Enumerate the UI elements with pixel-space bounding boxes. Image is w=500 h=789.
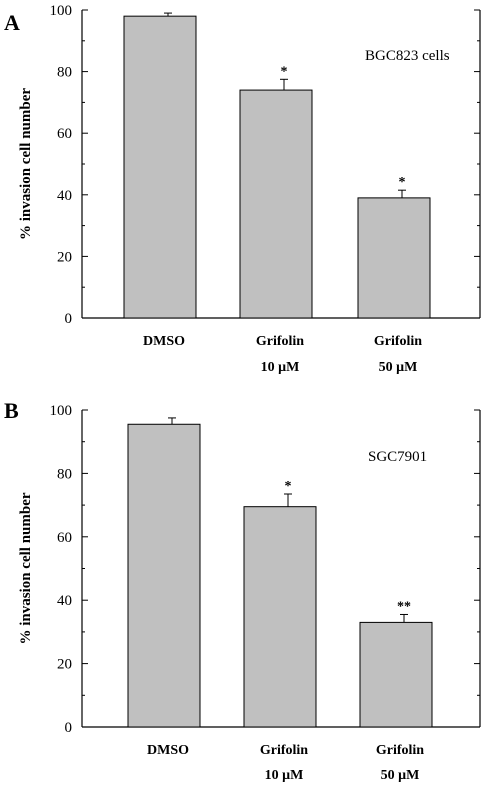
panel-b-bar xyxy=(359,621,433,728)
panel-a-y-tick-label: 100 xyxy=(50,3,73,19)
panel-b-y-tick-label: 0 xyxy=(65,720,73,736)
panel-b-category-label: Grifolin xyxy=(376,743,424,758)
panel-b-annotation: SGC7901 xyxy=(368,449,427,465)
panel-b-category-label: DMSO xyxy=(147,743,189,758)
panel-b-category-sublabel: 50 μM xyxy=(381,768,420,783)
panel-a-bar xyxy=(239,89,313,319)
panel-a-significance-marker: * xyxy=(281,64,288,79)
panel-b-y-tick-label: 20 xyxy=(57,657,72,673)
panel-b-bar xyxy=(127,423,201,728)
panel-a-category-label: DMSO xyxy=(143,334,185,349)
panel-b-significance-marker: * xyxy=(285,479,292,494)
panel-a-y-tick-label: 20 xyxy=(57,249,72,265)
panel-a-y-tick-label: 0 xyxy=(65,311,73,327)
panel-b-y-tick-label: 60 xyxy=(57,530,72,546)
panel-a-y-tick-label: 80 xyxy=(57,65,72,81)
panel-b-y-tick-label: 40 xyxy=(57,593,72,609)
panel-b-y-axis-label: % invasion cell number xyxy=(18,492,34,644)
panel-a-category-sublabel: 10 μM xyxy=(261,360,300,375)
panel-a-y-tick-label: 40 xyxy=(57,188,72,204)
panel-a-category-label: Grifolin xyxy=(374,334,422,349)
panel-b-letter: B xyxy=(4,398,19,423)
panel-b-category-label: Grifolin xyxy=(260,743,308,758)
panel-a-y-axis-label: % invasion cell number xyxy=(18,88,34,240)
panel-b-category-sublabel: 10 μM xyxy=(265,768,304,783)
panel-a-annotation: BGC823 cells xyxy=(365,48,450,64)
panel-b-bar xyxy=(243,506,317,728)
panel-a-bar xyxy=(123,15,197,319)
panel-a-y-tick-label: 60 xyxy=(57,126,72,142)
panel-b-y-tick-label: 100 xyxy=(50,403,73,419)
panel-b-y-tick-label: 80 xyxy=(57,466,72,482)
panel-a-category-sublabel: 50 μM xyxy=(379,360,418,375)
panel-a-significance-marker: * xyxy=(399,175,406,190)
panel-a-bar xyxy=(357,197,431,319)
panel-a-letter: A xyxy=(4,10,20,35)
panel-a-category-label: Grifolin xyxy=(256,334,304,349)
panel-b-significance-marker: ** xyxy=(397,599,411,614)
